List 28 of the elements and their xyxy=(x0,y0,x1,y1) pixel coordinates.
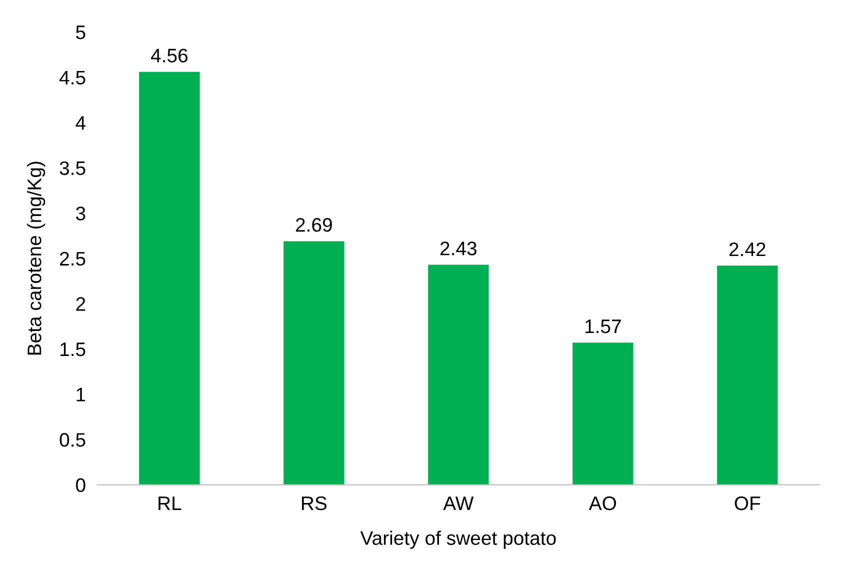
y-tick-label: 4.5 xyxy=(59,70,86,85)
y-tick-label: 2 xyxy=(76,297,86,311)
y-tick-label: 1.5 xyxy=(60,342,86,356)
data-label: 2.42 xyxy=(729,242,766,256)
x-tick-label: AO xyxy=(588,496,616,510)
bar xyxy=(428,264,489,485)
data-label: 2.43 xyxy=(440,242,476,256)
y-axis-title: Beta carotene (mg/Kg) xyxy=(27,162,46,355)
bar xyxy=(572,342,634,485)
y-tick-label: 2.5 xyxy=(60,252,86,266)
y-tick-label: 5 xyxy=(76,26,86,40)
x-axis-title: Variety of sweet potato xyxy=(360,530,556,549)
x-tick-label: RS xyxy=(302,496,327,510)
y-tick-label: 1 xyxy=(76,388,86,402)
bar xyxy=(284,241,344,485)
bar xyxy=(717,266,778,485)
y-tick-label: 3.5 xyxy=(60,161,86,176)
x-tick-label: AW xyxy=(443,496,474,510)
data-label: 4.56 xyxy=(150,48,188,62)
y-tick-label: 3 xyxy=(76,206,86,220)
y-tick-label: 0 xyxy=(76,478,86,492)
data-label: 2.69 xyxy=(296,218,332,232)
data-label: 1.57 xyxy=(585,320,621,334)
x-tick-label: OF xyxy=(734,496,760,510)
y-tick-label: 4 xyxy=(76,116,86,130)
y-tick-label: 0.5 xyxy=(60,432,86,447)
bar xyxy=(139,72,200,485)
x-tick-label: RL xyxy=(158,496,182,510)
